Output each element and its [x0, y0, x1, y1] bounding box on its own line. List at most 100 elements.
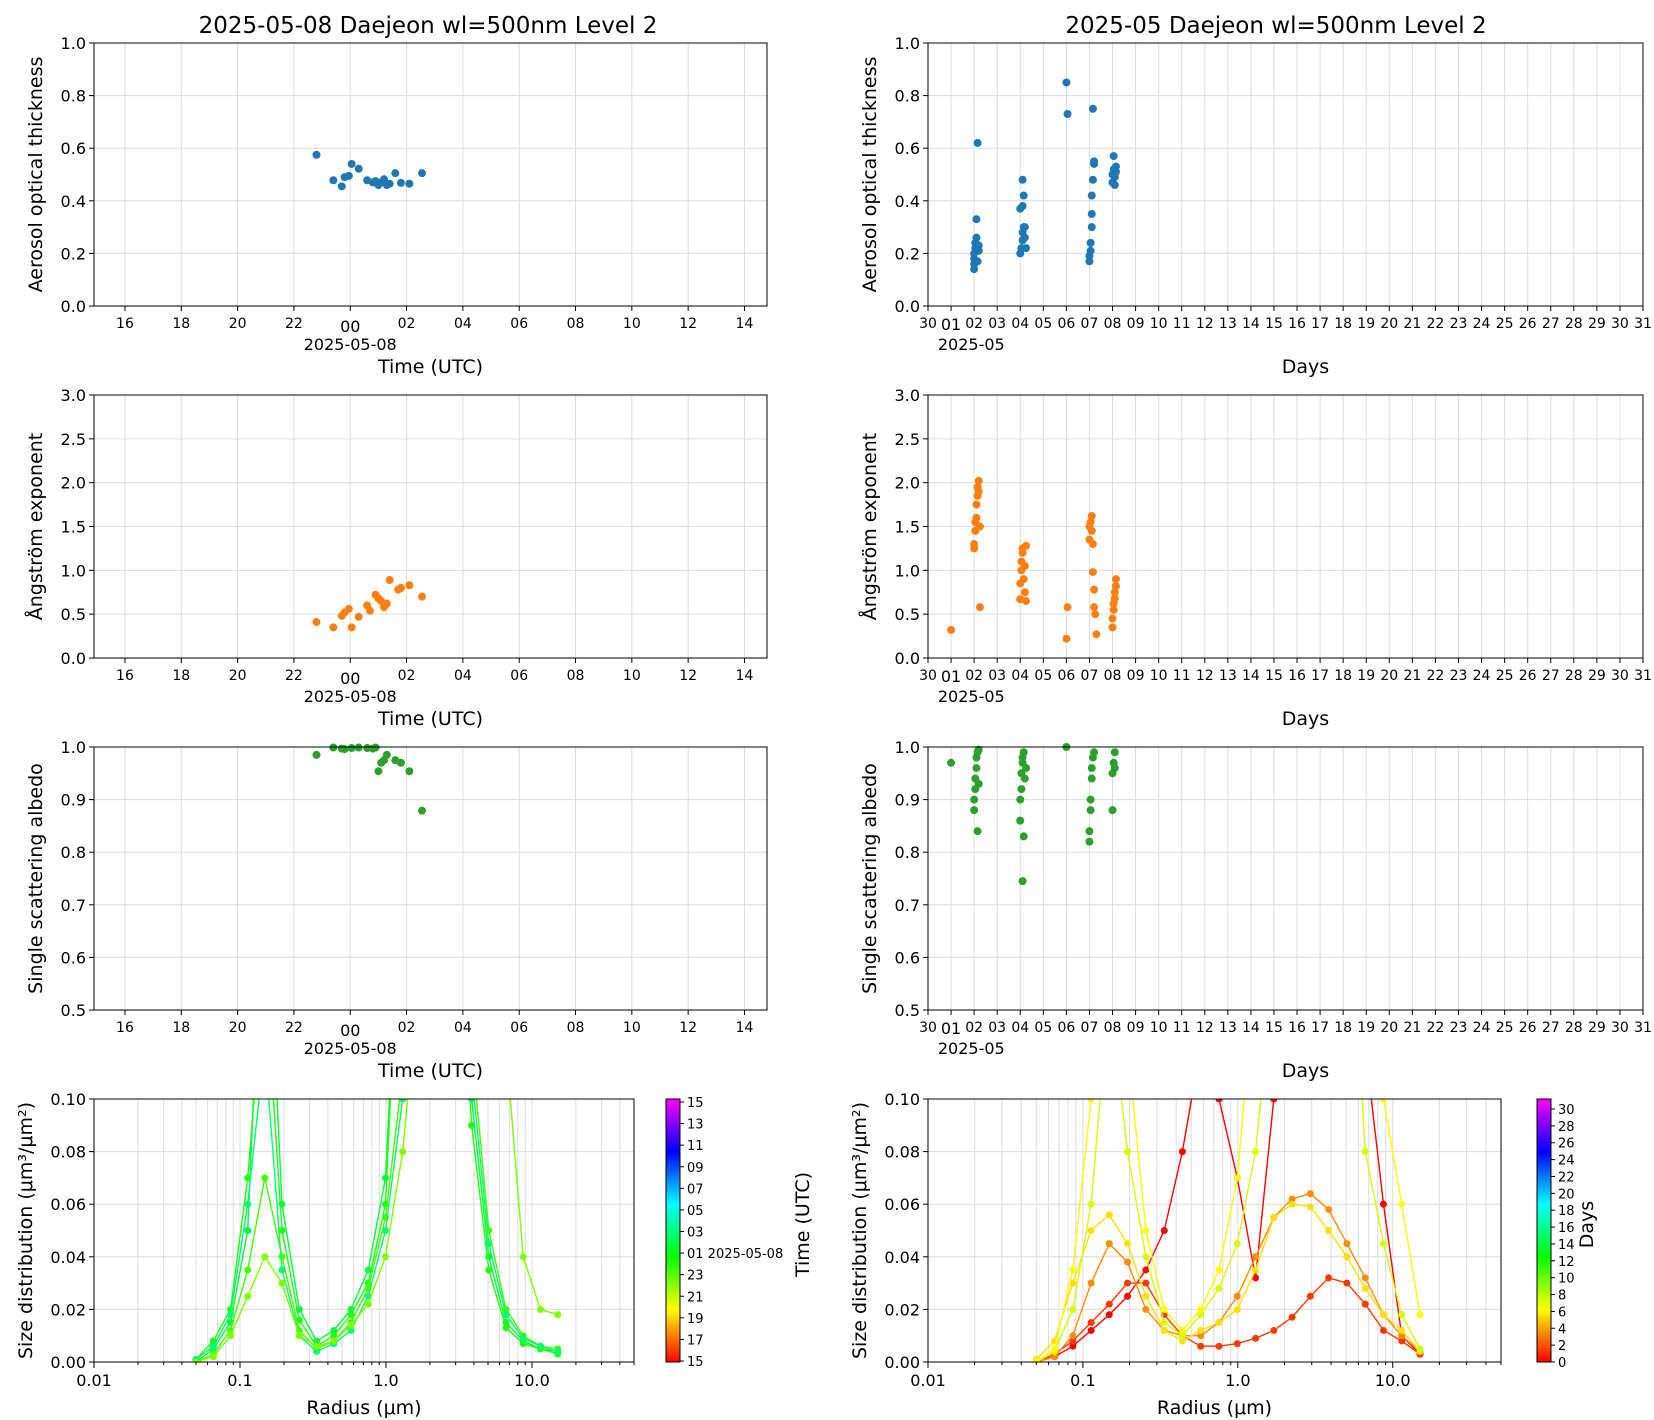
- data-point: [972, 233, 981, 242]
- series-line: [1035, 1099, 1421, 1362]
- x-tick-label: 01: [941, 1019, 961, 1038]
- data-points: [947, 476, 1120, 643]
- series-point: [1325, 1227, 1333, 1234]
- series-point: [1142, 1253, 1150, 1261]
- x-tick-label: 23: [1450, 1020, 1468, 1036]
- x-axis-label: Time (UTC): [377, 708, 483, 730]
- x-tick-label: 30: [919, 668, 937, 684]
- daily-aod-panel: 0.0 0.2 0.4 0.6 0.8 1.0 16 18 20 22 00 02 04 06 08 10 12…: [25, 34, 768, 378]
- x-tick-label: 14: [1242, 316, 1260, 332]
- x-tick-label: 0.1: [1070, 1371, 1095, 1390]
- series-point: [1416, 1311, 1424, 1319]
- data-point: [1088, 104, 1097, 113]
- data-point: [972, 215, 981, 224]
- series-point: [1215, 1284, 1223, 1292]
- series-line: [195, 1099, 558, 1360]
- x-axis-label: Days: [1282, 1060, 1329, 1082]
- x-tick-label: 20: [1380, 316, 1398, 332]
- colorbar-tick-label: 15: [687, 1355, 704, 1370]
- data-point: [1086, 795, 1095, 804]
- data-point: [1088, 175, 1097, 184]
- series-point: [1306, 1190, 1314, 1198]
- series-point: [381, 1174, 389, 1182]
- data-point: [1085, 837, 1094, 846]
- colorbar-tick-label: 2: [1558, 1339, 1566, 1354]
- series-point: [1288, 1200, 1296, 1208]
- plot-area: [94, 1099, 634, 1362]
- left-column-title: 2025-05-08 Daejeon wl=500nm Level 2: [199, 13, 658, 39]
- series-point: [1215, 1266, 1223, 1274]
- x-tick-label: 12: [1196, 316, 1214, 332]
- right-column-title: 2025-05 Daejeon wl=500nm Level 2: [1065, 13, 1486, 39]
- data-point: [1088, 540, 1097, 549]
- series-point: [1069, 1305, 1077, 1313]
- series-point: [1361, 1148, 1369, 1156]
- x-tick-label: 14: [1242, 1020, 1260, 1036]
- data-point: [1090, 157, 1099, 166]
- data-point: [418, 592, 427, 601]
- x-tick-label: 30: [1611, 1020, 1629, 1036]
- data-point: [1088, 568, 1097, 577]
- y-axis-label: Size distribution (μm³/μm²): [15, 1102, 37, 1359]
- data-point: [418, 806, 427, 815]
- colorbar-tick-label: 23: [687, 1269, 704, 1284]
- x-tick-label: 20: [1380, 1020, 1398, 1036]
- x-tick-label: 21: [1403, 316, 1421, 332]
- monthly-ssa-panel: 0.50.60.70.80.91.030 01 02 03 04 05 06 07 08 09 10…: [859, 738, 1652, 1082]
- series-point: [1398, 1337, 1406, 1345]
- series-point: [1197, 1305, 1205, 1313]
- x-tick-label: 30: [919, 1020, 937, 1036]
- x-tick-label: 12: [1196, 1020, 1214, 1036]
- series-point: [313, 1342, 321, 1350]
- series-line: [1036, 1099, 1421, 1362]
- x-tick-label: 06: [1057, 668, 1075, 684]
- x-tick-label: 20: [229, 316, 247, 332]
- y-tick-label: 1.0: [61, 34, 86, 53]
- x-tick-label: 22: [285, 668, 303, 684]
- x-tick-label: 08: [567, 316, 585, 332]
- plot-frame: [927, 746, 1644, 1011]
- x-tick-label: 07: [1081, 668, 1099, 684]
- data-point: [1111, 575, 1120, 584]
- x-axis-label: Radius (μm): [1157, 1397, 1272, 1419]
- data-point: [1111, 167, 1120, 176]
- series-point: [278, 1227, 286, 1234]
- x-tick-label: 14: [736, 668, 754, 684]
- y-tick-label: 1.5: [61, 518, 86, 537]
- plot-area: [928, 747, 1643, 1010]
- x-tick-label: 13: [1219, 1020, 1237, 1036]
- x-tick-label: 29: [1588, 1020, 1606, 1036]
- series-point: [519, 1340, 527, 1348]
- x-tick-label: 0.01: [910, 1371, 946, 1390]
- x-tick-label: 18: [172, 316, 190, 332]
- x-tick-label: 25: [1496, 668, 1514, 684]
- x-tick-label: 02: [965, 316, 983, 332]
- data-point: [1016, 816, 1025, 825]
- series-point: [209, 1353, 217, 1361]
- y-tick-label: 0.9: [61, 791, 86, 810]
- y-tick-label: 0.7: [895, 896, 920, 915]
- data-point: [974, 487, 983, 496]
- x-tick-label: 07: [1081, 1020, 1099, 1036]
- series-point: [399, 1148, 407, 1156]
- x-tick-label: 26: [1519, 1020, 1537, 1036]
- data-point: [1087, 511, 1096, 520]
- x-tick-label: 09: [1127, 1020, 1145, 1036]
- x-tick-label: 08: [1104, 316, 1122, 332]
- data-point: [1090, 748, 1099, 757]
- series-point: [1197, 1326, 1205, 1334]
- series-point: [1343, 1279, 1351, 1287]
- series-point: [1197, 1043, 1204, 1050]
- data-point: [1110, 181, 1119, 190]
- series-point: [1142, 1292, 1150, 1300]
- y-axis-label: Ångström exponent: [24, 433, 47, 621]
- x-tick-label: 23: [1450, 668, 1468, 684]
- x-axis-label: Radius (μm): [306, 1397, 421, 1419]
- series-point: [468, 1043, 475, 1050]
- y-tick-label: 3.0: [61, 386, 86, 405]
- data-point: [312, 618, 321, 627]
- x-tick-label: 16: [1288, 316, 1306, 332]
- x-tick-label: 24: [1473, 668, 1491, 684]
- data-point: [1091, 610, 1100, 619]
